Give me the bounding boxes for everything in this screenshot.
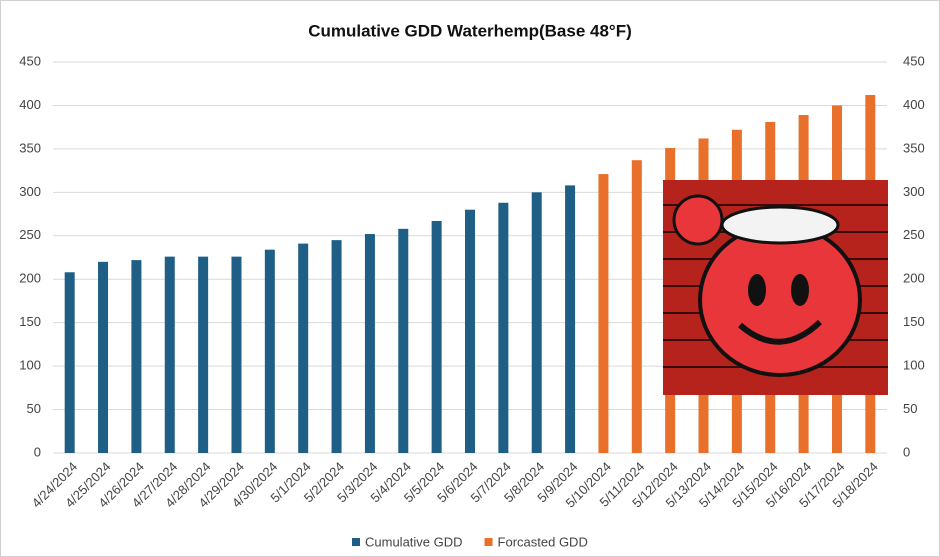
bar — [98, 262, 108, 453]
y-tick-label: 400 — [19, 97, 41, 112]
y-tick-label: 100 — [19, 358, 41, 373]
chart-title: Cumulative GDD Waterhemp(Base 48°F) — [308, 21, 632, 40]
bar — [498, 203, 508, 453]
overlay-image — [663, 180, 888, 395]
bar — [632, 160, 642, 453]
y-tick-label: 350 — [19, 140, 41, 155]
legend-label: Forcasted GDD — [498, 534, 588, 549]
y-tick-label: 50 — [27, 401, 41, 416]
bar — [165, 257, 175, 453]
y2-tick-label: 100 — [903, 358, 925, 373]
bar — [532, 192, 542, 453]
legend-swatch — [485, 538, 493, 546]
y2-tick-label: 200 — [903, 271, 925, 286]
y-tick-label: 150 — [19, 314, 41, 329]
chart: Cumulative GDD Waterhemp(Base 48°F) 0 50 1… — [0, 0, 940, 557]
bar — [432, 221, 442, 453]
y2-tick-label: 350 — [903, 140, 925, 155]
legend-label: Cumulative GDD — [365, 534, 463, 549]
bar — [131, 260, 141, 453]
bar — [465, 210, 475, 453]
y2-tick-label: 400 — [903, 97, 925, 112]
bar — [598, 174, 608, 453]
bar — [365, 234, 375, 453]
bar — [298, 244, 308, 453]
bar — [198, 257, 208, 453]
y2-tick-label: 150 — [903, 314, 925, 329]
y2-tick-label: 300 — [903, 184, 925, 199]
bar — [265, 250, 275, 453]
legend-swatch — [352, 538, 360, 546]
bar — [231, 257, 241, 453]
y-tick-label: 450 — [19, 53, 41, 68]
bar — [565, 185, 575, 453]
y-tick-label: 300 — [19, 184, 41, 199]
bar — [398, 229, 408, 453]
y-tick-label: 250 — [19, 227, 41, 242]
bar — [332, 240, 342, 453]
y2-tick-label: 0 — [903, 444, 910, 459]
y-tick-label: 200 — [19, 271, 41, 286]
y2-tick-label: 50 — [903, 401, 917, 416]
y2-tick-label: 250 — [903, 227, 925, 242]
y2-tick-label: 450 — [903, 53, 925, 68]
y-tick-label: 0 — [34, 444, 41, 459]
bar — [65, 272, 75, 453]
